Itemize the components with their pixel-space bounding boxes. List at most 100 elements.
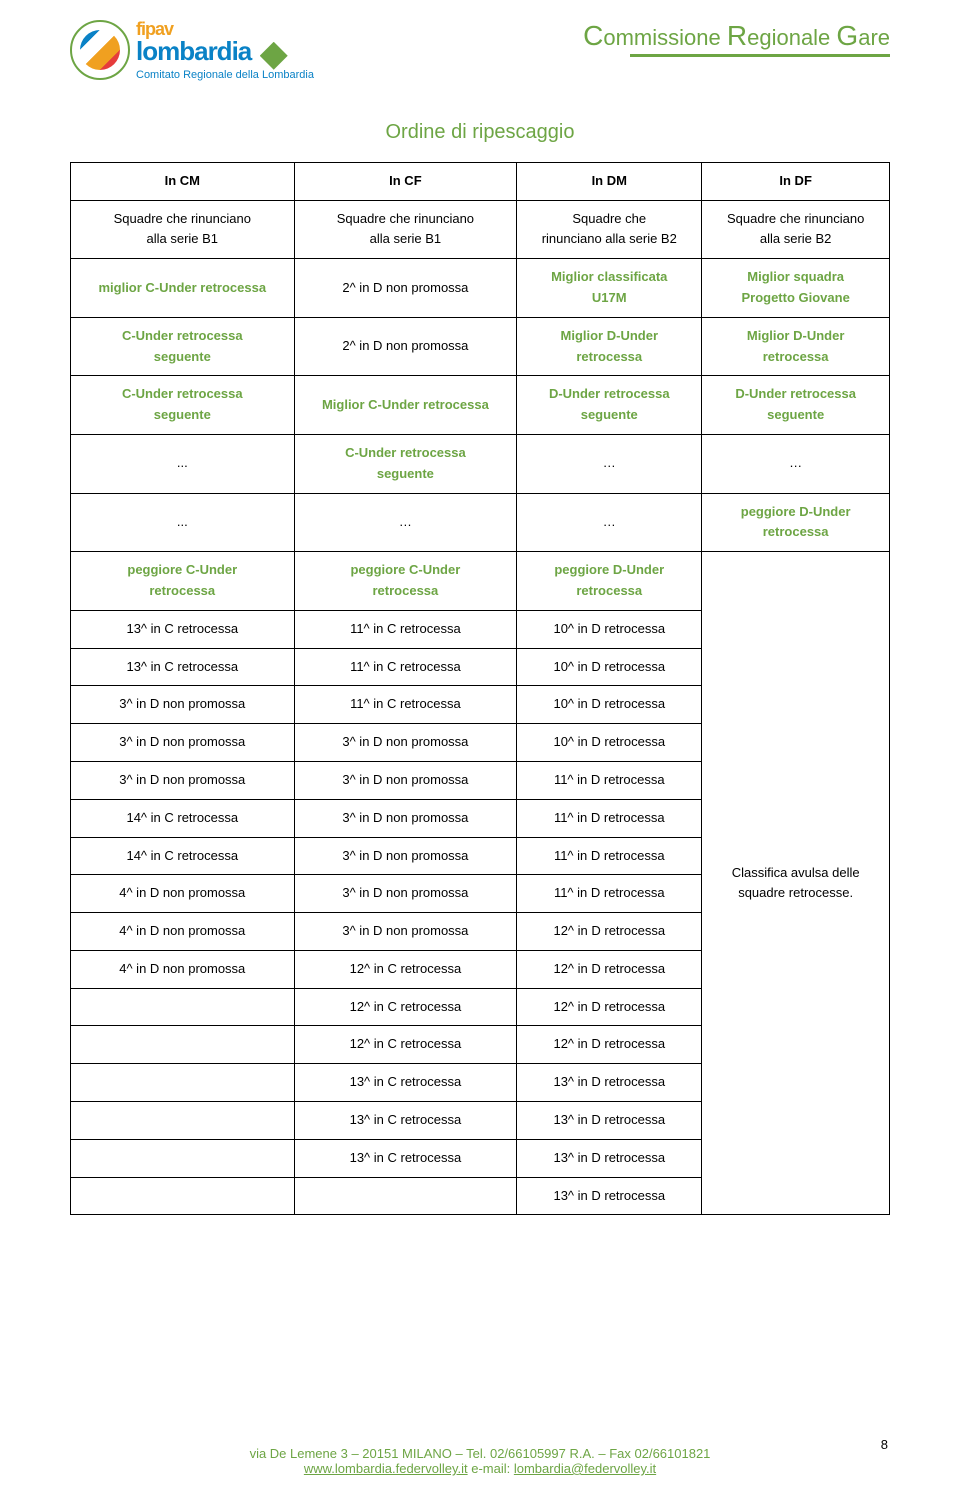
table-cell: 11^ in C retrocessa	[294, 610, 517, 648]
table-cell	[71, 1177, 295, 1215]
table-cell: 14^ in C retrocessa	[71, 837, 295, 875]
table-cell: 12^ in D retrocessa	[517, 1026, 702, 1064]
table-cell: 11^ in D retrocessa	[517, 837, 702, 875]
table-cell: 11^ in C retrocessa	[294, 648, 517, 686]
table-cell: 12^ in D retrocessa	[517, 950, 702, 988]
table-cell: 3^ in D non promossa	[294, 761, 517, 799]
table-cell: 13^ in D retrocessa	[517, 1102, 702, 1140]
table-cell	[294, 1177, 517, 1215]
table-cell: …	[517, 434, 702, 493]
logo-ball-icon	[80, 30, 120, 70]
table-cell: 4^ in D non promossa	[71, 913, 295, 951]
logo-lombardia-text: lombardia	[136, 36, 251, 66]
logo-block: fipav lombardia Comitato Regionale della…	[70, 20, 314, 81]
table-cell: In DF	[702, 162, 890, 200]
table-cell: In CM	[71, 162, 295, 200]
table-cell: 13^ in C retrocessa	[294, 1139, 517, 1177]
table-cell: 3^ in D non promossa	[294, 799, 517, 837]
table-cell: 13^ in C retrocessa	[294, 1064, 517, 1102]
merged-classifica-cell: Classifica avulsa dellesquadre retrocess…	[702, 552, 890, 1215]
logo-text: fipav lombardia Comitato Regionale della…	[136, 20, 314, 81]
green-cross-icon	[260, 42, 288, 70]
ripescaggio-table: In CMIn CFIn DMIn DFSquadre che rinuncia…	[70, 162, 890, 1216]
table-cell: 10^ in D retrocessa	[517, 610, 702, 648]
table-cell: 3^ in D non promossa	[71, 761, 295, 799]
footer-mid: e-mail:	[468, 1461, 514, 1476]
table-cell: 4^ in D non promossa	[71, 875, 295, 913]
table-cell: In CF	[294, 162, 517, 200]
footer-line1: via De Lemene 3 – 20151 MILANO – Tel. 02…	[0, 1446, 960, 1461]
table-cell: …	[517, 493, 702, 552]
table-cell: C-Under retrocessaseguente	[294, 434, 517, 493]
table-cell: …	[294, 493, 517, 552]
table-cell: …	[702, 434, 890, 493]
page-header: fipav lombardia Comitato Regionale della…	[70, 20, 890, 81]
table-cell: Miglior classificataU17M	[517, 259, 702, 318]
table-cell: peggiore D-Underretrocessa	[702, 493, 890, 552]
table-cell: 3^ in D non promossa	[71, 724, 295, 762]
table-cell: 3^ in D non promossa	[294, 875, 517, 913]
table-cell: Squadre che rinuncianoalla serie B2	[702, 200, 890, 259]
table-cell: Miglior C-Under retrocessa	[294, 376, 517, 435]
table-cell: peggiore D-Underretrocessa	[517, 552, 702, 611]
table-cell: 3^ in D non promossa	[71, 686, 295, 724]
table-cell: peggiore C-Underretrocessa	[71, 552, 295, 611]
table-cell: ...	[71, 493, 295, 552]
table-cell: D-Under retrocessaseguente	[702, 376, 890, 435]
footer-email: lombardia@federvolley.it	[514, 1461, 656, 1476]
table-cell: 13^ in D retrocessa	[517, 1139, 702, 1177]
table-cell: 10^ in D retrocessa	[517, 686, 702, 724]
page-footer: via De Lemene 3 – 20151 MILANO – Tel. 02…	[0, 1446, 960, 1476]
table-cell	[71, 1102, 295, 1140]
table-cell: 3^ in D non promossa	[294, 724, 517, 762]
table-cell: peggiore C-Underretrocessa	[294, 552, 517, 611]
table-cell: 3^ in D non promossa	[294, 913, 517, 951]
logo-lombardia-row: lombardia	[136, 38, 314, 70]
table-cell: 10^ in D retrocessa	[517, 648, 702, 686]
crg-title-block: Commissione Regionale Gare	[583, 20, 890, 57]
table-cell	[71, 1139, 295, 1177]
table-cell: 11^ in D retrocessa	[517, 875, 702, 913]
table-cell: 13^ in D retrocessa	[517, 1177, 702, 1215]
table-cell: 13^ in C retrocessa	[71, 648, 295, 686]
table-cell: C-Under retrocessaseguente	[71, 317, 295, 376]
table-cell	[71, 1026, 295, 1064]
table-cell: 2^ in D non promossa	[294, 317, 517, 376]
table-cell: Miglior D-Underretrocessa	[517, 317, 702, 376]
table-cell: Squadre che rinuncianoalla serie B1	[294, 200, 517, 259]
table-cell: Squadre che rinuncianoalla serie B1	[71, 200, 295, 259]
crg-r: R	[727, 20, 747, 51]
logo-subtitle: Comitato Regionale della Lombardia	[136, 70, 314, 81]
table-cell: Miglior D-Underretrocessa	[702, 317, 890, 376]
table-cell: 4^ in D non promossa	[71, 950, 295, 988]
footer-line2: www.lombardia.federvolley.it e-mail: lom…	[0, 1461, 960, 1476]
table-cell: 14^ in C retrocessa	[71, 799, 295, 837]
table-cell: 11^ in D retrocessa	[517, 799, 702, 837]
table-cell	[71, 1064, 295, 1102]
crg-underline	[630, 54, 890, 57]
table-cell	[71, 988, 295, 1026]
table-cell: Miglior squadraProgetto Giovane	[702, 259, 890, 318]
table-cell: 3^ in D non promossa	[294, 837, 517, 875]
table-cell: miglior C-Under retrocessa	[71, 259, 295, 318]
footer-website: www.lombardia.federvolley.it	[304, 1461, 468, 1476]
table-cell: 12^ in D retrocessa	[517, 913, 702, 951]
table-cell: In DM	[517, 162, 702, 200]
crg-c: C	[583, 20, 603, 51]
crg-are: are	[858, 25, 890, 50]
table-cell: 2^ in D non promossa	[294, 259, 517, 318]
crg-ommissione: ommissione	[603, 25, 720, 50]
table-cell: 13^ in C retrocessa	[294, 1102, 517, 1140]
table-cell: 10^ in D retrocessa	[517, 724, 702, 762]
table-cell: D-Under retrocessaseguente	[517, 376, 702, 435]
table-cell: 12^ in C retrocessa	[294, 988, 517, 1026]
table-cell: 12^ in C retrocessa	[294, 1026, 517, 1064]
table-cell: C-Under retrocessaseguente	[71, 376, 295, 435]
table-title: Ordine di ripescaggio	[70, 121, 890, 144]
crg-g: G	[836, 20, 858, 51]
table-cell: ...	[71, 434, 295, 493]
table-cell: 12^ in D retrocessa	[517, 988, 702, 1026]
table-cell: 12^ in C retrocessa	[294, 950, 517, 988]
crg-title: Commissione Regionale Gare	[583, 20, 890, 52]
logo-ring-icon	[70, 20, 130, 80]
